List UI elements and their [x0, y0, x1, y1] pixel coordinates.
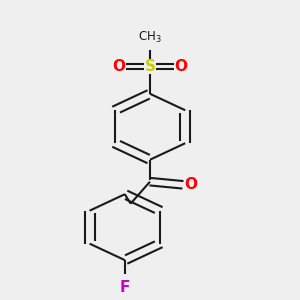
Text: O: O [184, 177, 197, 192]
Text: S: S [145, 59, 155, 74]
Text: O: O [175, 59, 188, 74]
Text: F: F [120, 280, 130, 295]
Text: O: O [112, 59, 125, 74]
Text: CH$_3$: CH$_3$ [138, 30, 162, 45]
